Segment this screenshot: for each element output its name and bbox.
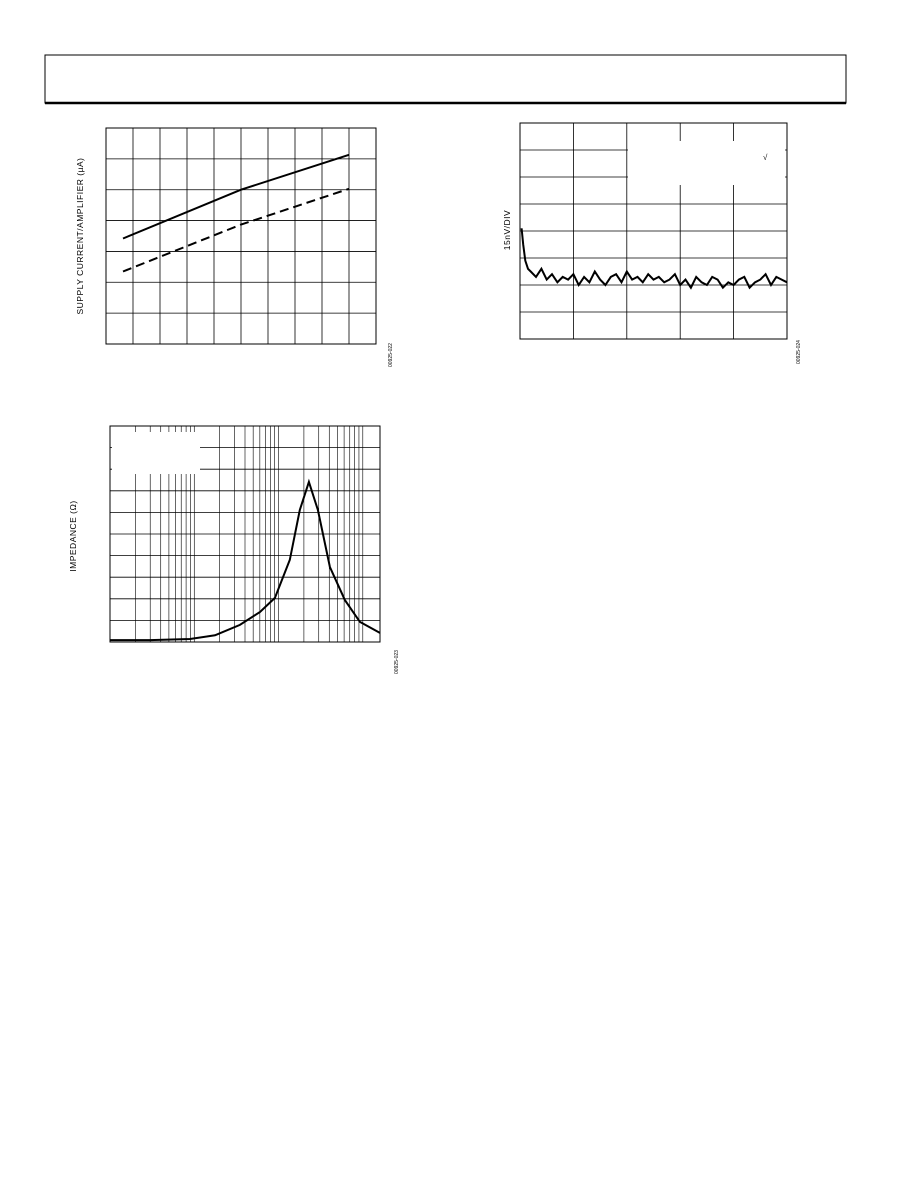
figure-id: 00925-022 xyxy=(388,343,394,367)
header-box xyxy=(44,54,847,104)
figure-id: 00925-023 xyxy=(394,650,400,674)
data-line xyxy=(110,478,381,642)
plot-frame xyxy=(519,122,788,340)
figure-id: 00925-024 xyxy=(796,340,802,364)
y-axis-label: 15nV/DIV xyxy=(502,210,512,250)
data-line xyxy=(122,153,350,240)
y-axis-label: SUPPLY CURRENT/AMPLIFIER (µA) xyxy=(75,158,85,315)
legend-box xyxy=(112,432,200,474)
y-axis-label: IMPEDANCE (Ω) xyxy=(68,500,78,571)
plot-frame xyxy=(109,425,381,643)
legend-box xyxy=(628,141,785,185)
data-line xyxy=(520,228,788,290)
plot-frame xyxy=(105,127,377,345)
data-line xyxy=(122,187,350,273)
annotation: √ xyxy=(763,153,768,162)
